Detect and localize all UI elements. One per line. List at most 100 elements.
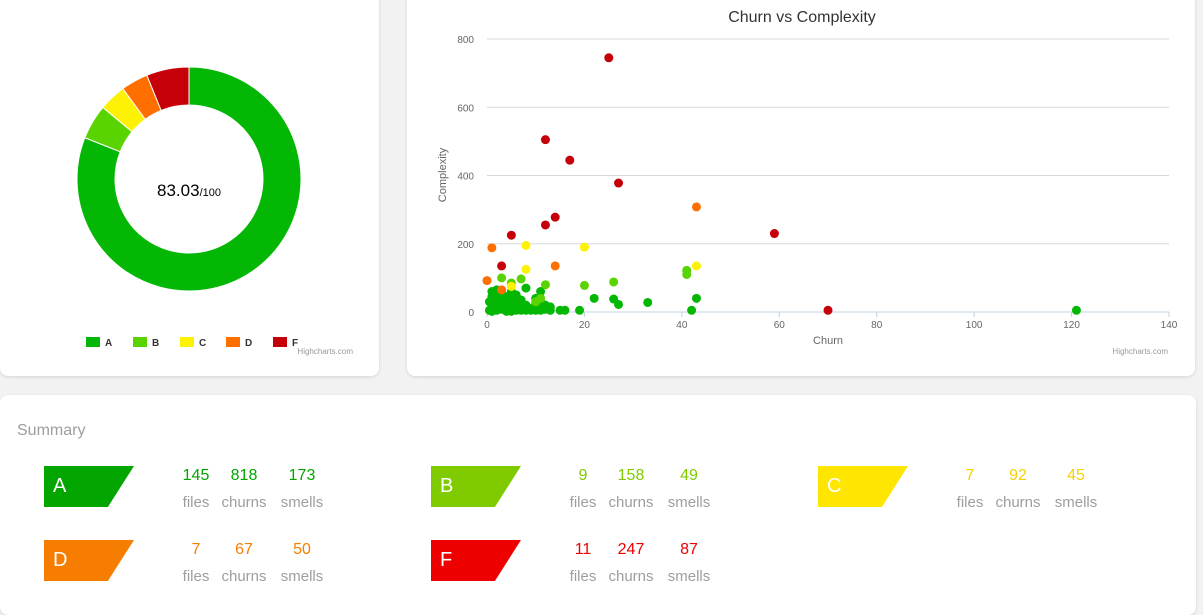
scatter-point-a[interactable] [545, 302, 555, 312]
donut-slice-f[interactable] [146, 66, 190, 112]
scatter-y-axis-label: Complexity [437, 147, 449, 202]
scatter-point-f[interactable] [565, 155, 575, 165]
scatter-point-d[interactable] [691, 202, 701, 212]
files-count: 145 [182, 467, 210, 484]
scatter-point-c[interactable] [579, 242, 589, 252]
donut-legend-item-b[interactable]: B [133, 337, 159, 349]
files-label: files [182, 494, 210, 511]
grade-badge: F [431, 540, 521, 581]
smells-count: 49 [680, 467, 698, 484]
files-label: files [569, 494, 597, 511]
churns-count: 158 [617, 467, 645, 484]
scatter-point-b[interactable] [540, 280, 550, 290]
donut-slice-a[interactable] [76, 66, 302, 292]
scatter-point-a[interactable] [560, 305, 570, 315]
summary-title: Summary [17, 422, 86, 439]
donut-legend-item-f[interactable]: F [273, 337, 298, 349]
churn-complexity-scatter-chart: Churn vs Complexity 0 200 400 600 800 0 20 40 6… [437, 9, 1178, 356]
churns-stat: 67 churns [212, 540, 276, 587]
scatter-point-a[interactable] [501, 306, 511, 316]
donut-legend-item-d[interactable]: D [226, 337, 252, 349]
scatter-point-c[interactable] [691, 261, 701, 271]
scatter-point-d[interactable] [550, 261, 560, 271]
grade-letter: B [440, 475, 454, 497]
smells-count: 45 [1067, 467, 1085, 484]
scatter-y-tick-label: 0 [468, 308, 474, 319]
scatter-point-b[interactable] [579, 280, 589, 290]
scatter-point-d[interactable] [497, 285, 507, 295]
smells-label: smells [1054, 494, 1098, 511]
scatter-point-f[interactable] [604, 53, 614, 63]
churns-label: churns [221, 568, 267, 585]
scatter-point-a[interactable] [536, 287, 546, 297]
scatter-point-a[interactable] [575, 305, 585, 315]
scatter-point-a[interactable] [506, 300, 516, 310]
churns-stat: 158 churns [599, 466, 663, 513]
scatter-point-f[interactable] [540, 220, 550, 230]
scatter-point-d[interactable] [482, 276, 492, 286]
scatter-point-a[interactable] [687, 305, 697, 315]
scatter-point-a[interactable] [487, 304, 497, 314]
churns-stat: 247 churns [599, 540, 663, 587]
scatter-point-a[interactable] [691, 293, 701, 303]
smells-stat: 50 smells [270, 540, 334, 587]
legend-label: C [199, 338, 206, 349]
scatter-point-b[interactable] [516, 274, 526, 284]
grade-letter: C [827, 475, 842, 497]
scatter-point-b[interactable] [609, 277, 619, 287]
grade-donut-chart: 83.03/100 A B C D F Highcharts.com [76, 66, 353, 356]
smells-stat: 45 smells [1044, 466, 1108, 513]
scatter-point-d[interactable] [487, 243, 497, 253]
scatter-point-a[interactable] [521, 300, 531, 310]
scatter-point-a[interactable] [1071, 305, 1081, 315]
scatter-point-b[interactable] [536, 293, 546, 303]
scatter-x-tick-label: 0 [484, 320, 490, 331]
scatter-y-tick-label: 400 [457, 172, 474, 183]
scatter-point-b[interactable] [682, 265, 692, 275]
scatter-x-tick-label: 60 [774, 320, 786, 331]
files-count: 7 [191, 541, 201, 558]
scatter-x-tick-label: 20 [579, 320, 591, 331]
donut-legend-item-c[interactable]: C [180, 337, 206, 349]
grade-summary-b: B 9 files 158 churns 49 smells [431, 466, 710, 513]
churns-stat: 92 churns [986, 466, 1050, 513]
legend-label: F [292, 338, 298, 349]
donut-legend-item-a[interactable]: A [86, 337, 112, 349]
grade-badge: A [44, 466, 134, 507]
scatter-point-b[interactable] [497, 273, 507, 283]
donut-highcharts-credit[interactable]: Highcharts.com [297, 347, 353, 356]
legend-swatch [133, 337, 147, 347]
churns-count: 67 [235, 541, 253, 558]
scatter-point-a[interactable] [521, 283, 531, 293]
churns-stat: 818 churns [212, 466, 276, 513]
legend-label: A [105, 338, 112, 349]
grade-badge: D [44, 540, 134, 581]
scatter-point-c[interactable] [521, 264, 531, 274]
scatter-point-c[interactable] [506, 281, 516, 291]
scatter-point-a[interactable] [589, 293, 599, 303]
scatter-point-a[interactable] [614, 299, 624, 309]
grade-summary-d: D 7 files 67 churns 50 smells [44, 540, 323, 587]
scatter-point-a[interactable] [643, 297, 653, 307]
scatter-point-f[interactable] [823, 305, 833, 315]
grade-summary-f: F 11 files 247 churns 87 smells [431, 540, 710, 587]
scatter-point-f[interactable] [614, 178, 624, 188]
scatter-point-a[interactable] [506, 293, 516, 303]
svg-text:83.03/100: 83.03/100 [157, 181, 221, 200]
scatter-point-a[interactable] [484, 297, 494, 307]
scatter-point-f[interactable] [540, 135, 550, 145]
scatter-point-f[interactable] [550, 212, 560, 222]
scatter-point-f[interactable] [506, 230, 516, 240]
legend-swatch [273, 337, 287, 347]
scatter-point-f[interactable] [769, 229, 779, 239]
scatter-highcharts-credit[interactable]: Highcharts.com [1112, 347, 1168, 356]
scatter-title: Churn vs Complexity [728, 9, 876, 26]
scatter-y-tick-label: 200 [457, 240, 474, 251]
scatter-x-tick-label: 80 [871, 320, 883, 331]
files-stat: 9 files [551, 466, 615, 513]
scatter-point-c[interactable] [521, 240, 531, 250]
scatter-x-tick-label: 120 [1063, 320, 1080, 331]
scatter-point-f[interactable] [497, 261, 507, 271]
files-label: files [569, 568, 597, 585]
scatter-x-tick-label: 100 [966, 320, 983, 331]
